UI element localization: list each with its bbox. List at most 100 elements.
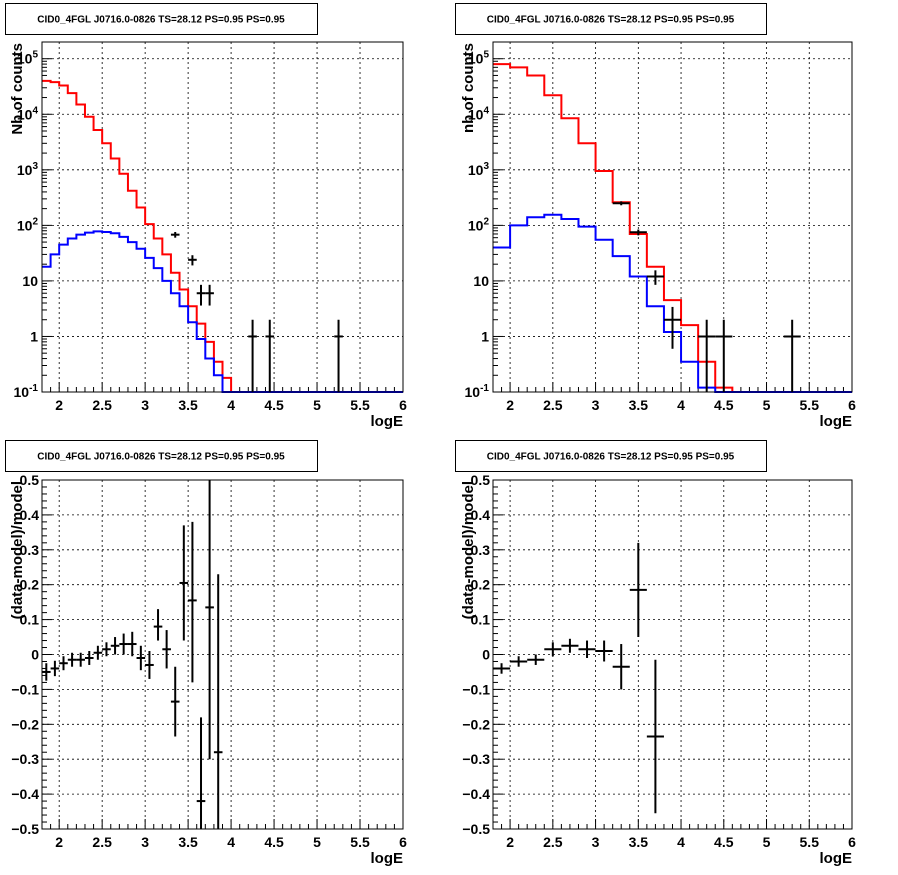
- x-tick-label: 5.5: [350, 397, 370, 413]
- x-tick-label: 5: [763, 834, 771, 850]
- chart-panel-2: CID0_4FGL J0716.0-0826 TS=28.12 PS=0.95 …: [455, 3, 856, 430]
- x-tick-label: 4.5: [264, 834, 284, 850]
- data-point: [93, 645, 103, 660]
- data-point: [561, 638, 579, 653]
- plot-area: [42, 42, 403, 392]
- y-tick-label: 0.3: [471, 542, 491, 558]
- data-point: [205, 480, 214, 760]
- data-point: [248, 319, 257, 392]
- y-tick-label: 0.5: [471, 472, 491, 488]
- x-tick-label: 4: [677, 397, 685, 413]
- y-tick-label: 0.4: [20, 507, 40, 523]
- chart-title: CID0_4FGL J0716.0-0826 TS=28.12 PS=0.95 …: [487, 15, 735, 26]
- y-tick-exponent: 2: [483, 216, 489, 227]
- x-tick-label: 5.5: [800, 397, 820, 413]
- chart-panel-1: CID0_4FGL J0716.0-0826 TS=28.12 PS=0.95 …: [5, 3, 407, 430]
- y-tick-label: −0.4: [11, 786, 39, 802]
- x-tick-label: 4: [227, 834, 235, 850]
- data-point: [76, 652, 85, 667]
- y-tick-label: 0: [482, 647, 490, 663]
- data-point: [84, 651, 94, 665]
- data-point: [119, 633, 128, 655]
- y-tick-exponent: -1: [29, 383, 38, 394]
- data-point: [334, 319, 343, 392]
- y-tick-label: 1: [30, 328, 38, 344]
- y-tick-base: 10: [468, 162, 484, 178]
- data-point: [42, 663, 51, 681]
- y-tick-label: −0.1: [11, 681, 39, 697]
- data-point: [544, 642, 562, 657]
- x-tick-label: 5: [763, 397, 771, 413]
- y-tick-base: 10: [465, 384, 481, 400]
- x-tick-label: 3: [592, 397, 600, 413]
- data-point: [170, 231, 180, 238]
- y-tick-base: 10: [17, 106, 33, 122]
- data-point: [67, 652, 77, 667]
- title-box: [5, 3, 318, 35]
- x-tick-label: 2.5: [543, 397, 563, 413]
- y-tick-exponent: 4: [32, 105, 38, 116]
- x-tick-label: 3: [141, 397, 149, 413]
- data-point: [179, 525, 189, 641]
- chart-panel-4: CID0_4FGL J0716.0-0826 TS=28.12 PS=0.95 …: [455, 440, 856, 867]
- y-tick-label: −0.3: [462, 751, 490, 767]
- y-tick-label: 0.2: [20, 577, 40, 593]
- chart-title: CID0_4FGL J0716.0-0826 TS=28.12 PS=0.95 …: [487, 452, 735, 463]
- y-tick-label: 0.1: [20, 612, 40, 628]
- x-tick-label: 2: [506, 397, 514, 413]
- data-point: [646, 270, 664, 285]
- x-tick-label: 3: [141, 834, 149, 850]
- x-axis-label: logE: [371, 850, 404, 867]
- plot-frame: [41, 41, 404, 393]
- data-point: [205, 284, 214, 306]
- x-tick-label: 6: [399, 834, 407, 850]
- y-tick-label: 0.5: [20, 472, 40, 488]
- data-point: [646, 659, 664, 814]
- data-point: [188, 255, 197, 266]
- data-point: [59, 656, 68, 671]
- y-tick-label: 102: [468, 216, 490, 233]
- y-tick-label: 105: [468, 50, 490, 67]
- x-tick-label: 3: [592, 834, 600, 850]
- y-tick-label: 105: [17, 50, 39, 67]
- y-tick-label: 103: [468, 161, 490, 178]
- data-point: [629, 229, 647, 236]
- data-point: [715, 319, 733, 392]
- data-point: [196, 717, 206, 829]
- data-point: [188, 521, 197, 683]
- data-point: [698, 319, 716, 392]
- data-point: [110, 637, 120, 655]
- plot-frame: [492, 479, 853, 830]
- x-tick-label: 5.5: [350, 834, 370, 850]
- y-tick-label: 103: [17, 161, 39, 178]
- x-tick-label: 2: [506, 834, 514, 850]
- data-point: [595, 640, 613, 662]
- chart-title: CID0_4FGL J0716.0-0826 TS=28.12 PS=0.95 …: [37, 15, 285, 26]
- data-point: [663, 306, 682, 349]
- data-point: [153, 609, 163, 641]
- data-point: [527, 654, 545, 665]
- x-tick-label: 2.5: [92, 397, 112, 413]
- y-tick-base: 10: [14, 384, 30, 400]
- y-tick-exponent: 5: [32, 50, 38, 61]
- x-tick-label: 2: [55, 397, 63, 413]
- data-point: [578, 640, 596, 658]
- x-tick-label: 2.5: [92, 834, 112, 850]
- y-tick-label: 0.2: [471, 577, 491, 593]
- title-box: [455, 3, 767, 35]
- data-point: [127, 631, 137, 657]
- y-tick-base: 10: [17, 51, 33, 67]
- data-point: [265, 319, 275, 392]
- data-point: [145, 651, 154, 679]
- x-axis-label: logE: [820, 850, 853, 867]
- y-tick-exponent: 3: [32, 161, 38, 172]
- y-tick-exponent: 3: [483, 161, 489, 172]
- y-axis-label: nb of counts: [460, 43, 477, 133]
- y-tick-exponent: 5: [483, 50, 489, 61]
- plot-frame: [492, 41, 853, 393]
- x-axis-label: logE: [820, 413, 853, 430]
- y-tick-label: 10: [22, 273, 38, 289]
- x-tick-label: 5.5: [800, 834, 820, 850]
- y-tick-label: 104: [17, 105, 39, 122]
- y-tick-label: −0.4: [462, 786, 490, 802]
